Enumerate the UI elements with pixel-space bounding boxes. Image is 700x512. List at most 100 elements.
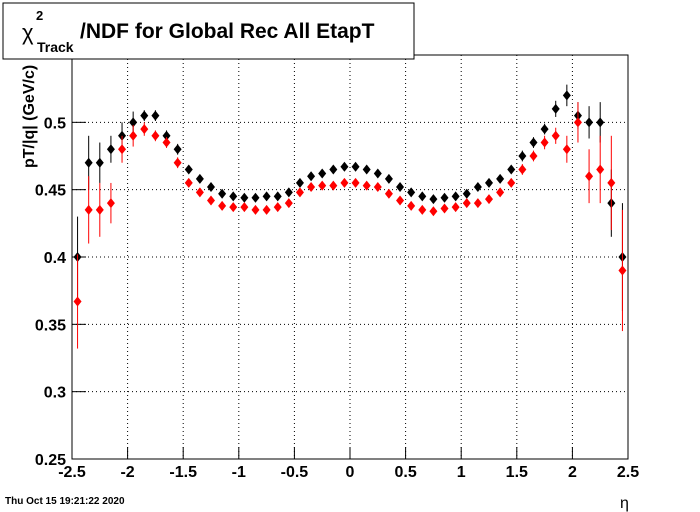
marker [318,168,327,179]
marker [496,173,505,184]
marker [396,195,405,206]
title-box: χ 2 Track /NDF for Global Rec All EtapT [2,2,415,60]
marker [284,198,293,209]
title-text: /NDF for Global Rec All EtapT [80,20,375,43]
title-symbol: χ [22,20,34,45]
marker [218,188,227,199]
marker [307,181,316,192]
y-axis-label: pT/|q| (GeV/c) [21,65,38,168]
marker [596,164,605,175]
marker [618,265,627,276]
marker [173,144,182,155]
x-tick-label: 2.5 [617,464,639,481]
marker [118,144,127,155]
marker [585,117,594,128]
marker [84,157,93,168]
marker [518,164,527,175]
marker [596,117,605,128]
marker [151,130,160,141]
marker [307,171,316,182]
marker [540,137,549,148]
marker [585,171,594,182]
marker [473,198,482,209]
marker [551,103,560,114]
timestamp: Thu Oct 15 19:21:22 2020 [5,496,125,507]
x-tick-label: 2 [568,464,577,481]
plot-area: -2.5 -2 -1.5 -1 -0.5 0 0.5 1 1.5 2 2.5 0.25 0.3 0.35 0… [35,55,639,481]
marker [207,195,215,206]
marker [551,130,560,141]
marker [451,202,460,213]
marker [429,194,438,205]
x-tick-label: -2 [120,464,134,481]
marker [462,198,471,209]
marker [351,161,360,172]
marker [195,187,204,198]
marker [373,181,382,192]
x-tick-label: 0.5 [394,464,416,481]
marker [562,144,571,155]
marker [362,164,371,175]
marker [507,164,516,175]
marker [418,191,427,202]
marker [384,173,393,184]
marker [573,117,582,128]
marker [229,191,238,202]
marker [140,124,149,135]
marker [295,177,304,188]
marker [607,177,616,188]
marker [151,110,160,121]
marker [195,173,204,184]
marker [362,180,371,191]
marker [451,191,460,202]
y-tick-label: 0.45 [35,183,66,200]
x-tick-label: -1.5 [169,464,197,481]
marker [95,204,104,215]
marker [251,204,260,215]
title-superscript: 2 [36,8,43,23]
marker [162,137,171,148]
marker [407,187,416,198]
marker [318,180,327,191]
marker [485,177,493,188]
marker [95,157,104,168]
marker [229,202,238,213]
marker [340,161,349,172]
marker [384,188,393,199]
marker [473,181,482,192]
y-tick-label: 0.3 [44,385,66,402]
marker [429,206,438,217]
marker [84,204,93,215]
marker [518,151,527,161]
marker [507,177,516,188]
marker [240,202,249,213]
marker [340,177,349,188]
marker [129,130,138,141]
marker [207,181,215,192]
title-frame [2,2,415,60]
x-tick-label: -1 [232,464,246,481]
x-tick-label: 1.5 [506,464,528,481]
marker [329,180,338,191]
marker [462,188,471,199]
marker [418,204,427,215]
marker [106,198,115,209]
marker [295,187,304,198]
marker [251,192,260,203]
marker [373,168,382,179]
y-tick-label: 0.35 [35,317,66,334]
title-subscript: Track [37,39,74,55]
marker [218,200,227,211]
marker [440,203,449,214]
marker [262,191,271,202]
marker [540,124,549,135]
marker [440,192,449,203]
marker [129,117,138,128]
marker [396,181,405,192]
marker [273,202,282,213]
marker [284,187,293,198]
marker [162,130,171,141]
marker [529,151,538,161]
